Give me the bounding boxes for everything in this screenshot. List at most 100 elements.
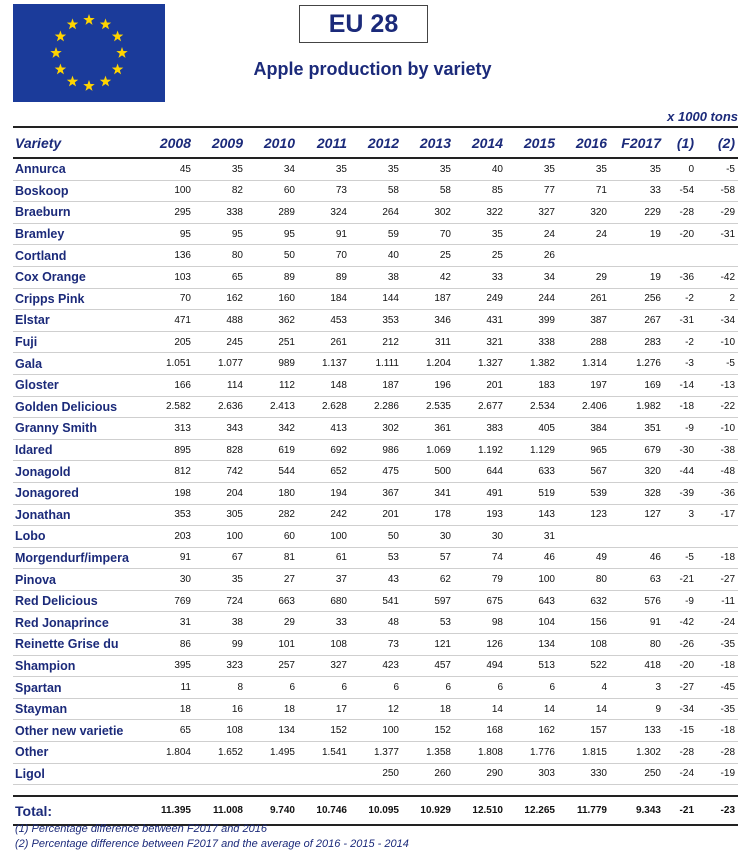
table-cell: -15 [664, 719, 697, 743]
table-cell: 2 [697, 288, 738, 311]
table-cell: 26 [506, 244, 558, 267]
table-cell: 85 [454, 180, 506, 203]
table-cell: 60 [246, 525, 298, 548]
table-cell: 769 [143, 590, 194, 613]
table-cell: 24 [558, 223, 610, 246]
table-cell: -28 [664, 741, 697, 764]
table-cell: 1.815 [558, 741, 610, 764]
table-cell: 290 [454, 763, 506, 786]
column-header: 2008 [143, 126, 194, 159]
table-cell: 1.204 [402, 352, 454, 375]
table-row: Morgendurf/impera 91 67 81 61 53 57 74 46 49 46 -5-… [13, 547, 738, 570]
table-cell: 242 [298, 504, 350, 527]
table-cell: -18 [697, 655, 738, 678]
table-cell: 123 [558, 504, 610, 527]
table-cell: 250 [350, 763, 402, 786]
table-cell: 2.286 [350, 396, 402, 419]
table-cell: 1.327 [454, 352, 506, 375]
table-cell: 303 [506, 763, 558, 786]
table-cell: -39 [664, 482, 697, 505]
table-cell: 134 [506, 633, 558, 656]
variety-name: Cox Orange [13, 266, 143, 289]
table-cell: 742 [194, 460, 246, 483]
column-header: 2016 [558, 126, 610, 159]
column-header: 2012 [350, 126, 402, 159]
table-cell: 289 [246, 201, 298, 224]
table-cell: 4 [558, 676, 610, 699]
table-cell: 18 [402, 698, 454, 721]
table-cell: 1.808 [454, 741, 506, 764]
table-cell: 341 [402, 482, 454, 505]
table-cell: 121 [402, 633, 454, 656]
table-cell: 9 [610, 698, 664, 721]
table-cell: 114 [194, 374, 246, 397]
table-cell: -36 [697, 482, 738, 505]
table-cell: 1.111 [350, 352, 402, 375]
table-cell: 1.652 [194, 741, 246, 764]
variety-name: Gloster [13, 374, 143, 397]
column-header: F2017 [610, 126, 664, 159]
table-row: Elstar 471 488 362 453 353 346 431 399 387 267 -31-… [13, 309, 738, 332]
table-cell: 6 [506, 676, 558, 699]
table-cell: 11.008 [194, 795, 246, 827]
table-cell: 6 [402, 676, 454, 699]
table-cell: 1.314 [558, 352, 610, 375]
table-cell: 73 [298, 180, 350, 203]
table-cell: -5 [664, 547, 697, 570]
table-cell: -2 [664, 288, 697, 311]
table-cell: 27 [246, 568, 298, 591]
table-row: Boskoop 100 82 60 73 58 58 85 77 71 33 -54 -58 [13, 180, 738, 203]
table-cell: 112 [246, 374, 298, 397]
table-cell [610, 244, 664, 267]
table-cell: 10.929 [402, 795, 454, 827]
table-cell: 261 [298, 331, 350, 354]
column-header: (1) [664, 126, 697, 159]
table-cell: 250 [610, 763, 664, 786]
table-cell: -21 [664, 568, 697, 591]
table-cell: -9 [664, 417, 697, 440]
table-cell: 180 [246, 482, 298, 505]
table-cell: 2.582 [143, 396, 194, 419]
table-cell: -23 [697, 795, 738, 827]
table-cell: 311 [402, 331, 454, 354]
table-cell: 361 [402, 417, 454, 440]
table-cell: 65 [194, 266, 246, 289]
table-cell: -38 [697, 439, 738, 462]
table-cell: -31 [697, 223, 738, 246]
table-row: Ligol 250 260 290 303 330 250 -24 -19 [13, 763, 738, 786]
table-cell: 14 [506, 698, 558, 721]
table-cell: 6 [350, 676, 402, 699]
table-cell: -5 [697, 158, 738, 181]
table-cell: -42 [664, 611, 697, 635]
table-cell: 168 [454, 719, 506, 743]
table-cell: 29 [246, 611, 298, 635]
table-cell: 320 [610, 460, 664, 483]
table-cell: -35 [697, 698, 738, 721]
table-cell [697, 525, 738, 548]
table-cell: 196 [402, 374, 454, 397]
table-cell: 127 [610, 504, 664, 527]
table-cell [298, 763, 350, 786]
column-header: (2) [697, 126, 738, 159]
table-row: Fuji 205 245 251 261 212 311 321 338 288 283 -2 -10 [13, 331, 738, 354]
table-cell: 1.137 [298, 352, 350, 375]
variety-name: Jonagored [13, 482, 143, 505]
table-cell: 471 [143, 309, 194, 332]
table-cell: 201 [454, 374, 506, 397]
table-cell: -58 [697, 180, 738, 203]
table-cell: 67 [194, 547, 246, 570]
table-cell: 1.276 [610, 352, 664, 375]
table-cell: 19 [610, 266, 664, 289]
table-cell: -27 [664, 676, 697, 699]
table-cell: 35 [454, 223, 506, 246]
table-cell: -19 [697, 763, 738, 786]
table-cell [664, 525, 697, 548]
table-cell: 100 [298, 525, 350, 548]
table-cell: 1.358 [402, 741, 454, 764]
table-cell: 423 [350, 655, 402, 678]
table-cell: 353 [350, 309, 402, 332]
flag-star-icon [99, 18, 112, 30]
table-cell: 322 [454, 201, 506, 224]
table-cell: 100 [506, 568, 558, 591]
table-cell: -20 [664, 655, 697, 678]
